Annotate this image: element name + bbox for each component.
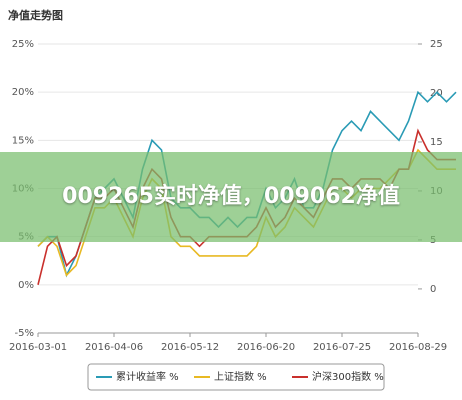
y-tick-label: 15% bbox=[12, 135, 34, 146]
x-tick-label: 2016-07-25 bbox=[313, 342, 371, 353]
x-tick-label: 2016-05-12 bbox=[161, 342, 219, 353]
legend-label: 沪深300指数 % bbox=[312, 370, 384, 383]
x-tick-label: 2016-04-06 bbox=[85, 342, 143, 353]
y2-tick-label: 0 bbox=[430, 284, 436, 295]
chart-title: 净值走势图 bbox=[8, 8, 63, 22]
legend-label: 上证指数 % bbox=[214, 370, 267, 383]
x-tick-label: 2016-08-29 bbox=[389, 342, 447, 353]
y2-tick-label: 15 bbox=[430, 137, 443, 148]
y-tick-label: 0% bbox=[18, 280, 34, 291]
x-tick-label: 2016-06-20 bbox=[237, 342, 295, 353]
legend-box bbox=[87, 363, 385, 391]
y-tick-label: -5% bbox=[15, 328, 34, 339]
y-tick-label: 20% bbox=[12, 87, 34, 98]
banner: 009265实时净值，009062净值 bbox=[0, 152, 462, 242]
y2-tick-label: 25 bbox=[430, 39, 443, 50]
y-tick-label: 25% bbox=[12, 39, 34, 50]
x-tick-label: 2016-03-01 bbox=[9, 342, 67, 353]
banner-text: 009265实时净值，009062净值 bbox=[62, 184, 400, 209]
legend-label: 累计收益率 % bbox=[116, 370, 179, 383]
